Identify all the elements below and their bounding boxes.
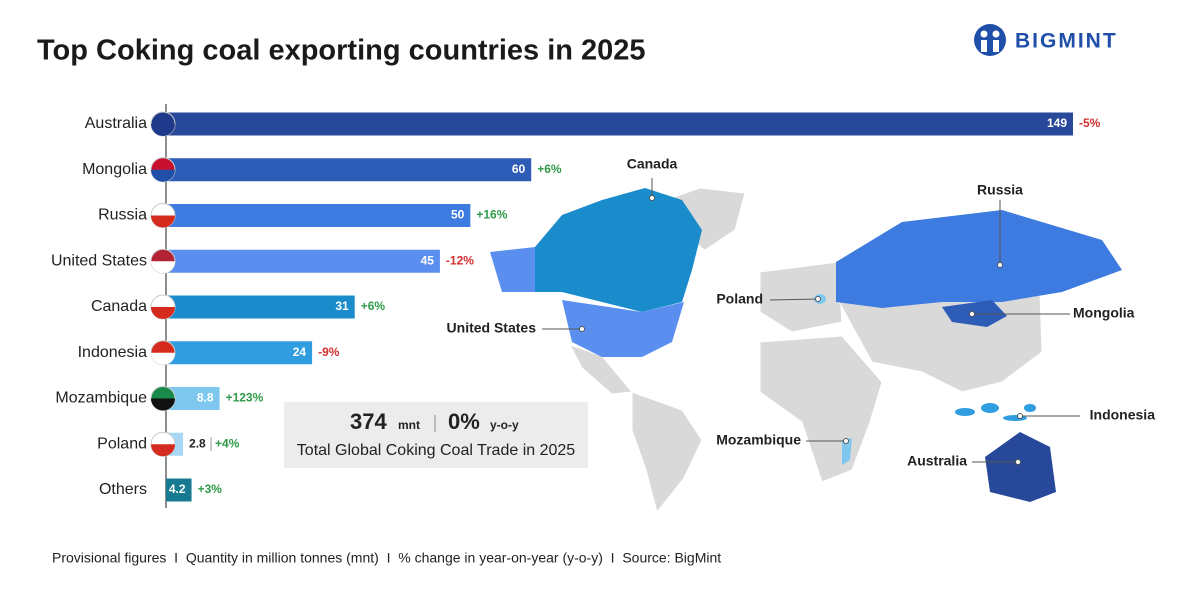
map-label: Russia [977,182,1023,198]
flag-part [151,215,175,228]
map-label: Mongolia [1073,305,1135,321]
summary-change-unit: y-o-y [490,418,519,432]
logo: BIGMINT [974,24,1118,56]
bar [166,341,313,365]
logo-icon [974,24,1006,56]
world-map [490,178,1122,514]
map-label: Poland [716,291,763,307]
change-label: +4% [215,436,240,450]
flag-part [151,261,175,274]
summary-caption: Total Global Coking Coal Trade in 2025 [297,442,575,459]
footnote: Provisional figures I Quantity in millio… [52,550,721,566]
bar [166,295,355,319]
change-label: +6% [361,299,386,313]
category-label: Australia [85,115,147,132]
value-label: 2.8 [189,436,206,450]
value-label: 8.8 [197,391,214,405]
change-label: -12% [446,253,474,267]
value-label: 4.2 [169,482,186,496]
flag-part [151,307,175,319]
bar [166,387,220,410]
value-label: 45 [421,253,435,267]
category-label: Poland [97,435,147,452]
bars: Australia 149 -5% Mongolia 60 +6% Russia 50 +16%… [51,111,1101,502]
flag-part [151,444,175,457]
bar [166,249,440,273]
flag-part [151,169,175,182]
flag-part [151,124,175,136]
category-label: Indonesia [78,344,147,361]
change-label: +16% [476,208,507,222]
value-label: 149 [1047,116,1067,130]
bar [166,478,192,502]
map-label: Canada [627,156,678,172]
change-label: -9% [318,345,340,359]
category-label: Russia [98,207,147,224]
category-label: United States [51,252,147,269]
value-label: 24 [293,345,307,359]
change-label: +6% [537,162,562,176]
change-label: -5% [1079,116,1101,130]
logo-text: BIGMINT [1015,30,1118,53]
category-label: Mozambique [55,390,147,407]
bar [166,158,532,182]
value-label: 31 [335,299,349,313]
summary-box [284,402,588,468]
value-label: 50 [451,208,465,222]
summary-unit: mnt [398,418,420,432]
summary-change: 0% [448,409,480,434]
flag-part [151,352,175,365]
category-label: Canada [91,298,147,315]
map-label: United States [447,320,537,336]
map-label: Mozambique [716,432,801,448]
bar [166,112,1073,136]
summary-total: 374 [350,409,387,434]
map-label: Indonesia [1090,407,1156,423]
bar [166,204,471,227]
map-label: Australia [907,453,967,469]
map-labels: Canada Russia Poland United States Mongolia I… [447,156,1156,469]
chart-title: Top Coking coal exporting countries in 2… [37,35,646,67]
change-label: +3% [198,482,223,496]
value-label: 60 [512,162,526,176]
change-label: +123% [226,391,264,405]
category-label: Mongolia [82,161,147,178]
flag-part [151,398,175,411]
category-label: Others [99,481,147,498]
